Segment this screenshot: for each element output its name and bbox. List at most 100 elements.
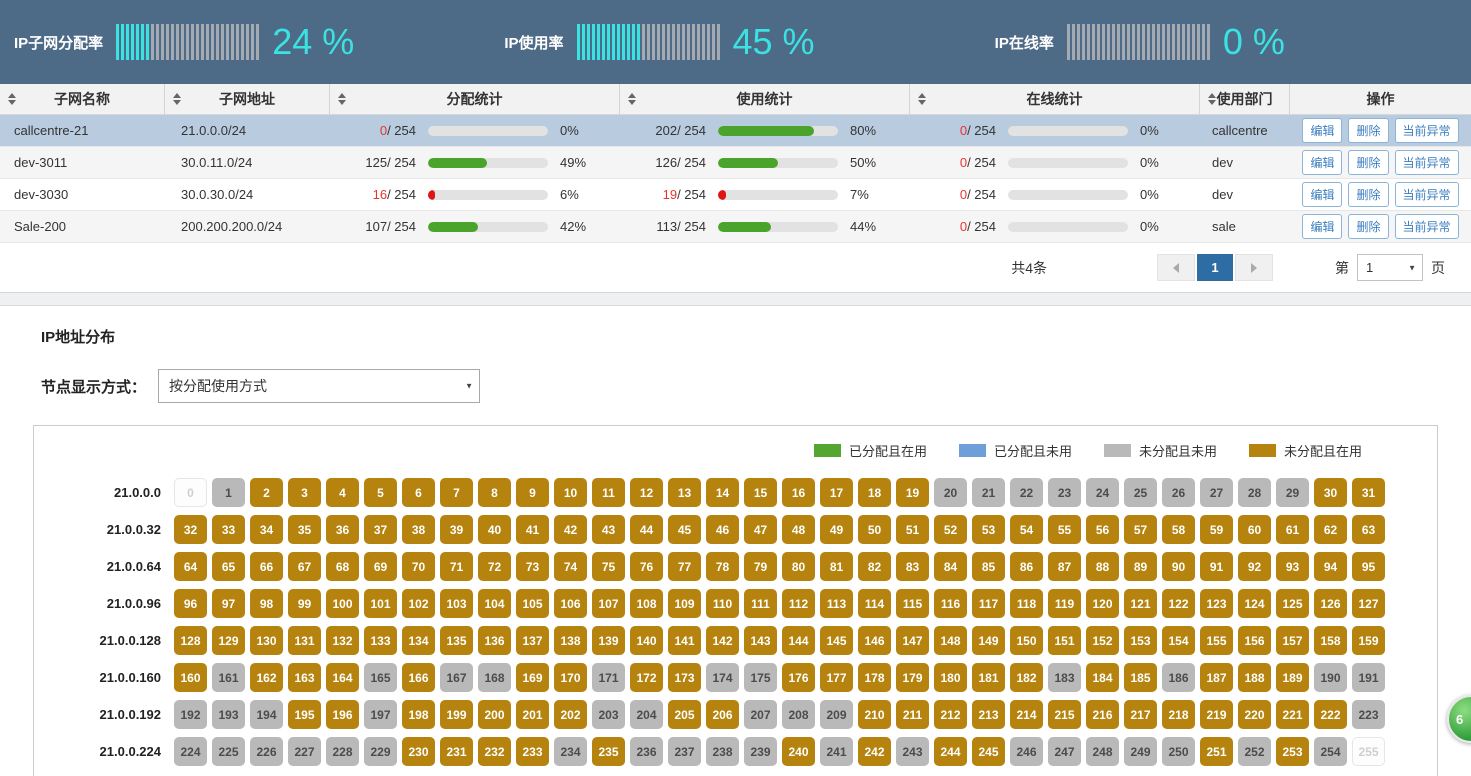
ip-cell-93[interactable]: 93 bbox=[1276, 552, 1309, 581]
ip-cell-171[interactable]: 171 bbox=[592, 663, 625, 692]
ip-cell-164[interactable]: 164 bbox=[326, 663, 359, 692]
ip-cell-211[interactable]: 211 bbox=[896, 700, 929, 729]
ip-cell-60[interactable]: 60 bbox=[1238, 515, 1271, 544]
ip-cell-17[interactable]: 17 bbox=[820, 478, 853, 507]
ip-cell-193[interactable]: 193 bbox=[212, 700, 245, 729]
ip-cell-218[interactable]: 218 bbox=[1162, 700, 1195, 729]
ip-cell-196[interactable]: 196 bbox=[326, 700, 359, 729]
ip-cell-158[interactable]: 158 bbox=[1314, 626, 1347, 655]
page-jump-select[interactable]: 1 bbox=[1357, 254, 1423, 281]
ip-cell-136[interactable]: 136 bbox=[478, 626, 511, 655]
ip-cell-16[interactable]: 16 bbox=[782, 478, 815, 507]
ip-cell-33[interactable]: 33 bbox=[212, 515, 245, 544]
ip-cell-111[interactable]: 111 bbox=[744, 589, 777, 618]
ip-cell-161[interactable]: 161 bbox=[212, 663, 245, 692]
ip-cell-177[interactable]: 177 bbox=[820, 663, 853, 692]
ip-cell-228[interactable]: 228 bbox=[326, 737, 359, 766]
ip-cell-201[interactable]: 201 bbox=[516, 700, 549, 729]
prev-page-button[interactable] bbox=[1157, 254, 1195, 281]
ip-cell-130[interactable]: 130 bbox=[250, 626, 283, 655]
ip-cell-105[interactable]: 105 bbox=[516, 589, 549, 618]
ip-cell-239[interactable]: 239 bbox=[744, 737, 777, 766]
ip-cell-6[interactable]: 6 bbox=[402, 478, 435, 507]
ip-cell-107[interactable]: 107 bbox=[592, 589, 625, 618]
ip-cell-72[interactable]: 72 bbox=[478, 552, 511, 581]
sort-icon[interactable] bbox=[628, 93, 636, 105]
ip-cell-62[interactable]: 62 bbox=[1314, 515, 1347, 544]
ip-cell-224[interactable]: 224 bbox=[174, 737, 207, 766]
ip-cell-180[interactable]: 180 bbox=[934, 663, 967, 692]
ip-cell-128[interactable]: 128 bbox=[174, 626, 207, 655]
ip-cell-11[interactable]: 11 bbox=[592, 478, 625, 507]
ip-cell-36[interactable]: 36 bbox=[326, 515, 359, 544]
ip-cell-253[interactable]: 253 bbox=[1276, 737, 1309, 766]
ip-cell-229[interactable]: 229 bbox=[364, 737, 397, 766]
table-row[interactable]: dev-3011 30.0.11.0/24 125/ 254 49% 126/ 254 5… bbox=[0, 147, 1471, 179]
ip-cell-50[interactable]: 50 bbox=[858, 515, 891, 544]
ip-cell-52[interactable]: 52 bbox=[934, 515, 967, 544]
ip-cell-45[interactable]: 45 bbox=[668, 515, 701, 544]
current-anomaly-button[interactable]: 当前异常 bbox=[1394, 214, 1459, 239]
ip-cell-97[interactable]: 97 bbox=[212, 589, 245, 618]
ip-cell-133[interactable]: 133 bbox=[364, 626, 397, 655]
ip-cell-104[interactable]: 104 bbox=[478, 589, 511, 618]
ip-cell-145[interactable]: 145 bbox=[820, 626, 853, 655]
ip-cell-4[interactable]: 4 bbox=[326, 478, 359, 507]
ip-cell-226[interactable]: 226 bbox=[250, 737, 283, 766]
ip-cell-137[interactable]: 137 bbox=[516, 626, 549, 655]
ip-cell-38[interactable]: 38 bbox=[402, 515, 435, 544]
ip-cell-215[interactable]: 215 bbox=[1048, 700, 1081, 729]
ip-cell-70[interactable]: 70 bbox=[402, 552, 435, 581]
sort-icon[interactable] bbox=[1208, 93, 1216, 105]
ip-cell-8[interactable]: 8 bbox=[478, 478, 511, 507]
next-page-button[interactable] bbox=[1235, 254, 1273, 281]
ip-cell-44[interactable]: 44 bbox=[630, 515, 663, 544]
ip-cell-237[interactable]: 237 bbox=[668, 737, 701, 766]
delete-button[interactable]: 删除 bbox=[1348, 182, 1389, 207]
ip-cell-31[interactable]: 31 bbox=[1352, 478, 1385, 507]
ip-cell-132[interactable]: 132 bbox=[326, 626, 359, 655]
delete-button[interactable]: 删除 bbox=[1348, 150, 1389, 175]
ip-cell-43[interactable]: 43 bbox=[592, 515, 625, 544]
ip-cell-21[interactable]: 21 bbox=[972, 478, 1005, 507]
sort-icon[interactable] bbox=[173, 93, 181, 105]
ip-cell-232[interactable]: 232 bbox=[478, 737, 511, 766]
ip-cell-200[interactable]: 200 bbox=[478, 700, 511, 729]
ip-cell-254[interactable]: 254 bbox=[1314, 737, 1347, 766]
ip-cell-14[interactable]: 14 bbox=[706, 478, 739, 507]
ip-cell-122[interactable]: 122 bbox=[1162, 589, 1195, 618]
ip-cell-103[interactable]: 103 bbox=[440, 589, 473, 618]
ip-cell-247[interactable]: 247 bbox=[1048, 737, 1081, 766]
column-header-分配统计[interactable]: 分配统计 bbox=[330, 84, 620, 114]
ip-cell-12[interactable]: 12 bbox=[630, 478, 663, 507]
ip-cell-77[interactable]: 77 bbox=[668, 552, 701, 581]
ip-cell-244[interactable]: 244 bbox=[934, 737, 967, 766]
ip-cell-236[interactable]: 236 bbox=[630, 737, 663, 766]
ip-cell-28[interactable]: 28 bbox=[1238, 478, 1271, 507]
ip-cell-55[interactable]: 55 bbox=[1048, 515, 1081, 544]
ip-cell-146[interactable]: 146 bbox=[858, 626, 891, 655]
ip-cell-91[interactable]: 91 bbox=[1200, 552, 1233, 581]
ip-cell-22[interactable]: 22 bbox=[1010, 478, 1043, 507]
ip-cell-102[interactable]: 102 bbox=[402, 589, 435, 618]
ip-cell-64[interactable]: 64 bbox=[174, 552, 207, 581]
ip-cell-213[interactable]: 213 bbox=[972, 700, 1005, 729]
ip-cell-205[interactable]: 205 bbox=[668, 700, 701, 729]
ip-cell-198[interactable]: 198 bbox=[402, 700, 435, 729]
ip-cell-223[interactable]: 223 bbox=[1352, 700, 1385, 729]
ip-cell-187[interactable]: 187 bbox=[1200, 663, 1233, 692]
ip-cell-87[interactable]: 87 bbox=[1048, 552, 1081, 581]
ip-cell-140[interactable]: 140 bbox=[630, 626, 663, 655]
ip-cell-56[interactable]: 56 bbox=[1086, 515, 1119, 544]
ip-cell-243[interactable]: 243 bbox=[896, 737, 929, 766]
ip-cell-96[interactable]: 96 bbox=[174, 589, 207, 618]
ip-cell-153[interactable]: 153 bbox=[1124, 626, 1157, 655]
ip-cell-178[interactable]: 178 bbox=[858, 663, 891, 692]
ip-cell-202[interactable]: 202 bbox=[554, 700, 587, 729]
ip-cell-144[interactable]: 144 bbox=[782, 626, 815, 655]
edit-button[interactable]: 编辑 bbox=[1302, 214, 1343, 239]
ip-cell-110[interactable]: 110 bbox=[706, 589, 739, 618]
ip-cell-190[interactable]: 190 bbox=[1314, 663, 1347, 692]
ip-cell-174[interactable]: 174 bbox=[706, 663, 739, 692]
ip-cell-199[interactable]: 199 bbox=[440, 700, 473, 729]
